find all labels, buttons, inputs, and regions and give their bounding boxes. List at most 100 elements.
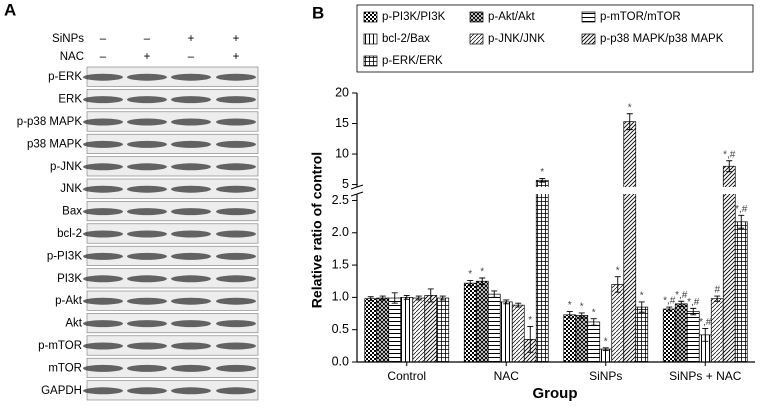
y-tick-label: 20 [335, 85, 349, 99]
significance-label: *,# [675, 290, 688, 301]
significance-label: * [628, 102, 632, 113]
blot-band [83, 118, 123, 126]
blot-band [216, 140, 256, 148]
error-bar [614, 276, 621, 293]
bar [710, 298, 724, 363]
panel-label: A [4, 0, 16, 19]
legend-label: p-Akt/Akt [488, 11, 535, 23]
error-bar [726, 160, 733, 173]
y-tick-label: 2.0 [332, 225, 349, 239]
blot-band [216, 297, 256, 305]
blot-band [127, 140, 167, 148]
blot-band [171, 96, 211, 104]
significance-label: * [580, 302, 584, 313]
legend-swatch [363, 33, 378, 45]
blot-band [171, 140, 211, 148]
bar [535, 179, 549, 363]
error-bar [439, 295, 446, 301]
significance-label: *,# [687, 297, 700, 308]
legend-box [356, 4, 754, 73]
bar [662, 308, 676, 363]
blot-band [216, 320, 256, 328]
blot-band [216, 275, 256, 283]
blot-band [127, 163, 167, 171]
blot-band [83, 208, 123, 216]
blot-band [83, 96, 123, 104]
error-bar [503, 299, 510, 305]
x-tick-label: NAC [494, 369, 520, 383]
error-bar [566, 311, 573, 319]
blot-band [171, 297, 211, 305]
error-bar [690, 307, 697, 316]
error-bar [415, 295, 422, 301]
y-axis-title: Relative ratio of control [309, 152, 325, 308]
error-bar [515, 302, 522, 308]
x-tick-label: SiNPs + NAC [669, 369, 742, 383]
bar [400, 297, 414, 363]
bar [623, 121, 637, 363]
y-tick-label: 5 [342, 177, 349, 191]
bar [674, 303, 688, 363]
blot-band [83, 230, 123, 238]
error-bar [479, 277, 486, 285]
legend-swatch [581, 33, 596, 45]
blot-band [127, 297, 167, 305]
legend-label: bcl-2/Bax [382, 33, 430, 45]
blot-band [171, 118, 211, 126]
error-bar [678, 300, 685, 307]
blot-band [216, 252, 256, 260]
blot-band [171, 320, 211, 328]
blot-band [83, 275, 123, 283]
bar [424, 295, 438, 363]
error-bar [714, 295, 721, 302]
blot-band [171, 364, 211, 372]
error-bar [427, 288, 434, 303]
bar [436, 297, 450, 363]
blot-band [127, 208, 167, 216]
bar [587, 321, 601, 363]
blot-label: p-Akt [55, 295, 83, 307]
treatment-sign: + [233, 33, 240, 45]
error-bar [578, 312, 585, 319]
bar [734, 221, 748, 363]
x-axis-title: Group [533, 385, 578, 402]
blot-band [171, 387, 211, 395]
blot-band [127, 364, 167, 372]
y-tick-label: 1.5 [332, 257, 349, 271]
error-bar [590, 318, 597, 326]
blot-band [83, 163, 123, 171]
panel-label: B [312, 3, 324, 22]
legend-label: p-p38 MAPK/p38 MAPK [600, 33, 724, 45]
blot-band [127, 118, 167, 126]
bar [499, 301, 513, 363]
error-bar [391, 292, 398, 304]
significance-label: * [468, 269, 472, 280]
blot-label: bcl-2 [57, 228, 82, 240]
blot-label: p-PI3K [47, 250, 82, 262]
significance-label: * [616, 265, 620, 276]
blot-label: p38 MAPK [27, 138, 82, 150]
y-tick-label: 15 [335, 116, 349, 130]
blot-band [216, 96, 256, 104]
error-bar [638, 301, 645, 313]
blot-band [127, 73, 167, 81]
significance-label: *,# [735, 204, 748, 215]
error-bar [738, 214, 745, 229]
significance-label: *,# [723, 149, 736, 160]
axis-break [351, 187, 755, 194]
significance-label: *,# [663, 296, 676, 307]
error-bar [539, 178, 546, 183]
blot-band [127, 387, 167, 395]
blot-band [83, 342, 123, 350]
blot-band [171, 252, 211, 260]
blot-band [171, 275, 211, 283]
treatment-label: NAC [60, 51, 84, 63]
blot-band [127, 320, 167, 328]
y-tick-label: 0.5 [332, 322, 349, 336]
blot-label: ERK [58, 94, 82, 106]
bar [563, 314, 577, 363]
y-tick-label: 0.0 [332, 354, 349, 368]
y-tick-label: 2.5 [332, 193, 349, 207]
blot-band [171, 163, 211, 171]
